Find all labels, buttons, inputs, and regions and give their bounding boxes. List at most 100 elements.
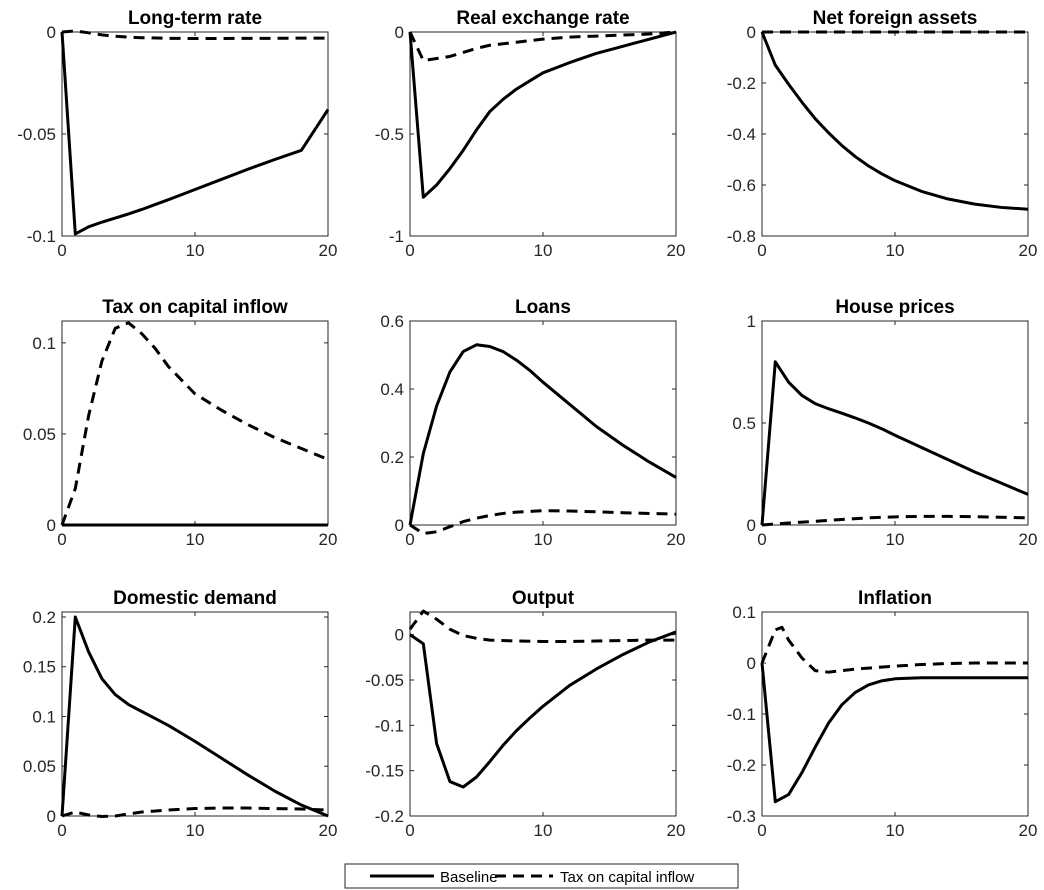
- x-tick-label: 10: [534, 530, 553, 549]
- series-line-baseline-real-exchange-rate: [408, 30, 677, 199]
- panel-real-exchange-rate: Real exchange rate 0 10 20 -1 -0.5 0: [375, 8, 686, 260]
- series-line-baseline-domestic-demand: [60, 615, 329, 818]
- x-tick-label: 0: [757, 530, 766, 549]
- x-tick-label: 0: [57, 241, 66, 260]
- y-tick-label: -0.2: [727, 756, 756, 775]
- x-tick-label: 20: [319, 241, 338, 260]
- x-tick-label: 10: [186, 530, 205, 549]
- y-tick-label: 0.15: [23, 658, 56, 677]
- axes-box-tax-on-capital-inflow: [61, 320, 329, 526]
- chart-title-inflation: Inflation: [858, 588, 932, 609]
- x-tick-label: 10: [534, 821, 553, 840]
- panel-output: Output 0 10 20 -0.2 -0.15 -0.1 -0.05 0: [365, 588, 685, 840]
- x-tick-label: 10: [886, 530, 905, 549]
- y-tick-label: 0.2: [380, 448, 404, 467]
- panel-loans: Loans 0 10 20 0 0.2 0.4 0.6: [380, 297, 685, 549]
- panel-inflation: Inflation 0 10 20 -0.3 -0.2 -0.1 0 0.1: [727, 588, 1038, 840]
- x-tick-label: 20: [1019, 530, 1038, 549]
- panel-net-foreign-assets: Net foreign assets 0 10 20 -0.8 -0.6 -0.4 -0.2 0: [727, 8, 1038, 260]
- y-tick-label: -0.4: [727, 125, 756, 144]
- y-tick-label: -0.1: [727, 705, 756, 724]
- series-line-tax-on-capital-inflow-long-term-rate: [61, 29, 328, 41]
- x-tick-label: 0: [757, 821, 766, 840]
- chart-title-house-prices: House prices: [835, 297, 954, 318]
- y-tick-label: 0.4: [380, 380, 404, 399]
- series-line-baseline-net-foreign-assets: [760, 31, 1029, 211]
- series-line-tax-on-capital-inflow-loans: [409, 509, 677, 535]
- panel-house-prices: House prices 0 10 20 0 0.5 1: [732, 297, 1037, 549]
- series-line-baseline-long-term-rate: [60, 31, 330, 236]
- y-tick-label: 0.05: [23, 757, 56, 776]
- y-tick-label: -0.5: [375, 125, 404, 144]
- axes-box-long-term-rate: [61, 31, 329, 237]
- y-tick-label: 0: [47, 516, 56, 535]
- y-tick-label: 0: [395, 23, 404, 42]
- y-tick-label: -0.15: [365, 762, 404, 781]
- panel-domestic-demand: Domestic demand 0 10 20 0 0.05 0.1 0.15 0.2: [23, 588, 338, 840]
- x-tick-label: 0: [57, 530, 66, 549]
- x-tick-label: 20: [667, 241, 686, 260]
- series-line-tax-on-capital-inflow-tax-on-capital-inflow: [60, 321, 329, 526]
- y-tick-label: -0.2: [727, 74, 756, 93]
- axes-box-loans: [409, 320, 677, 526]
- y-tick-label: 0: [395, 626, 404, 645]
- y-tick-label: -0.3: [727, 807, 756, 826]
- y-tick-label: -0.05: [17, 125, 56, 144]
- y-tick-label: 0: [47, 23, 56, 42]
- y-tick-label: 0: [395, 516, 404, 535]
- series-line-baseline-inflation: [760, 662, 1028, 804]
- series-line-baseline-output: [409, 630, 677, 789]
- y-tick-label: 0: [747, 516, 756, 535]
- x-tick-label: 10: [186, 241, 205, 260]
- x-tick-label: 10: [886, 821, 905, 840]
- y-tick-label: -0.1: [27, 227, 56, 246]
- axes-box-house-prices: [761, 320, 1029, 526]
- y-tick-label: 0: [747, 23, 756, 42]
- chart-title-domestic-demand: Domestic demand: [113, 588, 277, 609]
- y-tick-label: 0.1: [732, 603, 756, 622]
- x-tick-label: 20: [1019, 821, 1038, 840]
- series-line-baseline-loans: [408, 343, 677, 526]
- x-tick-label: 10: [886, 241, 905, 260]
- panel-tax-on-capital-inflow: Tax on capital inflow 0 10 20 0 0.05 0.1: [23, 297, 338, 549]
- series-line-baseline-house-prices: [760, 360, 1029, 526]
- series-line-tax-on-capital-inflow-output: [408, 609, 676, 643]
- x-tick-label: 0: [405, 821, 414, 840]
- chart-title-loans: Loans: [515, 297, 571, 318]
- y-tick-label: 0: [747, 654, 756, 673]
- y-tick-label: 0.05: [23, 425, 56, 444]
- y-tick-label: -0.05: [365, 671, 404, 690]
- y-tick-label: -0.1: [375, 716, 404, 735]
- series-line-tax-on-capital-inflow-house-prices: [761, 514, 1029, 527]
- y-tick-label: 0.2: [32, 608, 56, 627]
- legend-label-tax-on-capital-inflow: Tax on capital inflow: [560, 869, 694, 886]
- x-tick-label: 10: [534, 241, 553, 260]
- chart-title-long-term-rate: Long-term rate: [128, 8, 262, 29]
- y-tick-label: 0.1: [32, 334, 56, 353]
- x-tick-label: 0: [757, 241, 766, 260]
- panel-long-term-rate: Long-term rate 0 10 20 -0.1 -0.05 0: [17, 8, 337, 260]
- chart-title-output: Output: [512, 588, 575, 609]
- x-tick-label: 20: [667, 530, 686, 549]
- x-tick-label: 0: [405, 530, 414, 549]
- y-tick-label: 0.5: [732, 414, 756, 433]
- y-tick-label: -1: [389, 227, 404, 246]
- x-tick-label: 0: [405, 241, 414, 260]
- x-tick-label: 20: [319, 821, 338, 840]
- chart-title-tax-on-capital-inflow: Tax on capital inflow: [102, 297, 288, 318]
- series-line-tax-on-capital-inflow-inflation: [760, 625, 1028, 674]
- y-tick-label: 0.1: [32, 707, 56, 726]
- legend: Baseline Tax on capital inflow: [344, 863, 739, 889]
- y-tick-label: 1: [747, 312, 756, 331]
- y-tick-label: -0.8: [727, 227, 756, 246]
- legend-label-baseline: Baseline: [440, 869, 498, 886]
- series-line-tax-on-capital-inflow-real-exchange-rate: [408, 30, 677, 63]
- x-tick-label: 0: [57, 821, 66, 840]
- x-tick-label: 20: [319, 530, 338, 549]
- y-tick-label: -0.2: [375, 807, 404, 826]
- y-tick-label: 0: [47, 807, 56, 826]
- axes-box-domestic-demand: [61, 611, 329, 817]
- axes-box-real-exchange-rate: [409, 31, 677, 237]
